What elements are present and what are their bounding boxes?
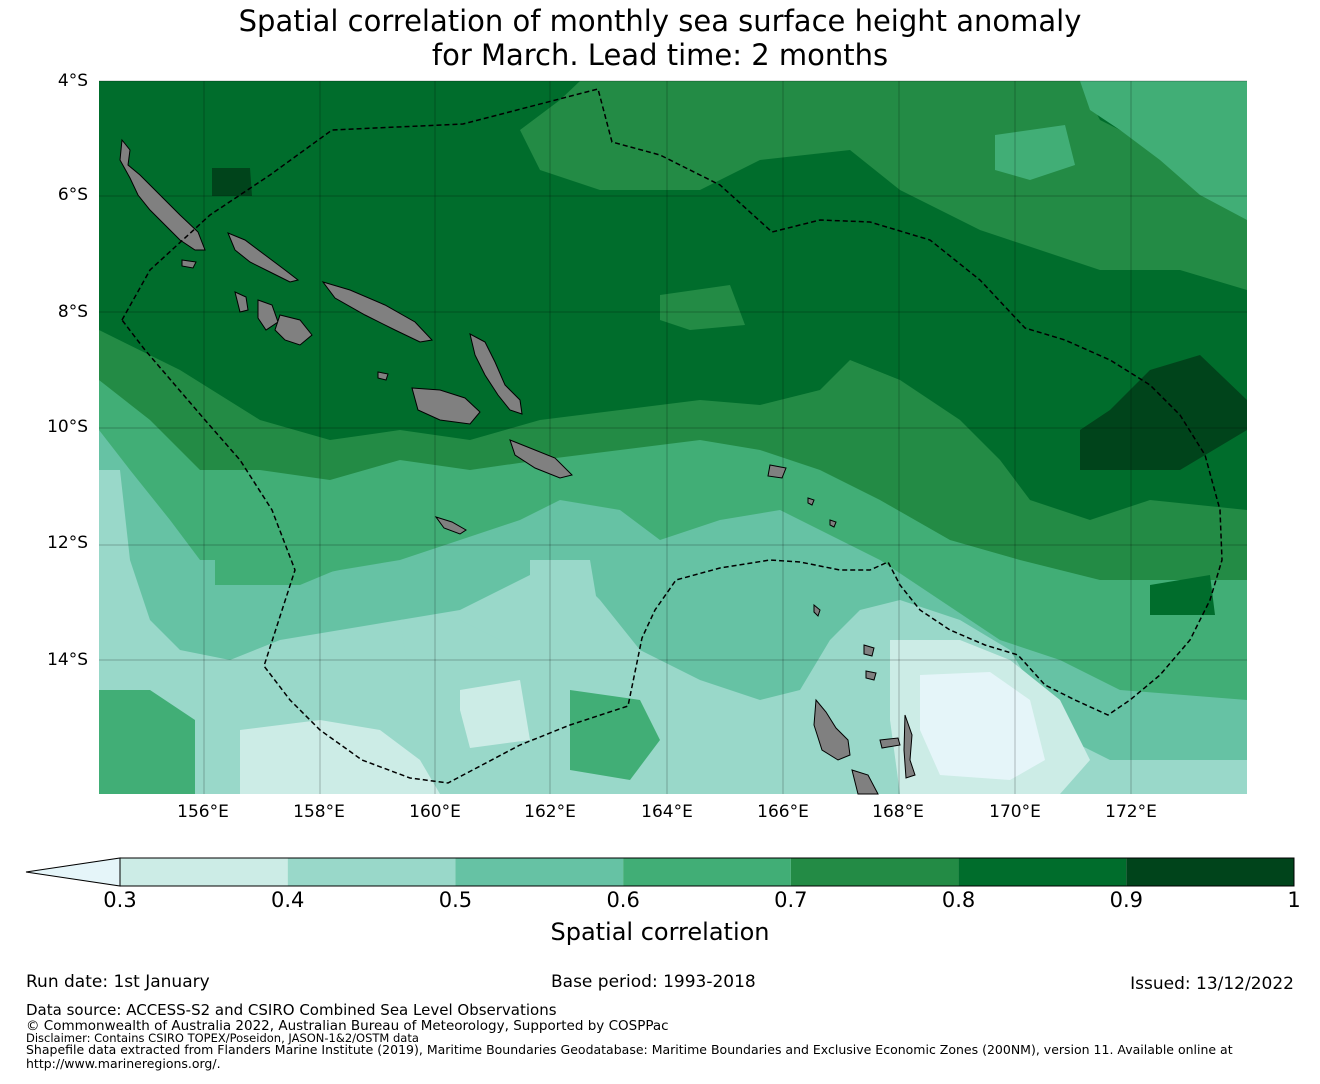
colorbar-segment	[287, 858, 456, 886]
island	[879, 737, 901, 749]
colorbar-segment	[790, 858, 959, 886]
colorbar-tick-label: 0.8	[941, 888, 976, 912]
island	[377, 371, 389, 381]
source-url: http://www.marineregions.org/.	[26, 1056, 221, 1071]
base-period: Base period: 1993-2018	[551, 972, 756, 992]
data-source: Data source: ACCESS-S2 and CSIRO Combine…	[26, 1001, 557, 1019]
island	[469, 333, 523, 415]
island	[181, 259, 197, 269]
eez-boundaries	[121, 88, 1223, 784]
lon-tick: 166°E	[757, 802, 809, 822]
lon-tick: 158°E	[293, 802, 345, 822]
field-zone	[1150, 575, 1215, 615]
title-line-2: for March. Lead time: 2 months	[431, 38, 889, 72]
lon-tick: 170°E	[989, 802, 1041, 822]
gridlines	[99, 80, 1247, 794]
island	[813, 698, 851, 761]
lat-tick: 6°S	[57, 185, 88, 205]
colorbar-segment	[623, 858, 791, 886]
island	[865, 670, 877, 681]
field-zone	[215, 500, 360, 585]
lon-tick: 162°E	[524, 802, 576, 822]
issued-date: Issued: 13/12/2022	[1130, 974, 1294, 994]
colorbar-tick-label: 0.4	[271, 888, 305, 912]
lon-tick: 156°E	[177, 802, 229, 822]
field-zone	[1080, 81, 1247, 220]
field-zone	[212, 168, 252, 196]
island	[829, 519, 837, 528]
colorbar-tick-label: 1	[1287, 888, 1301, 912]
colorbar-segment	[1126, 858, 1294, 886]
colorbar-segment	[455, 858, 624, 886]
field-zone	[460, 680, 530, 748]
colorbar-tick-label: 0.9	[1109, 888, 1143, 912]
field-zone	[240, 720, 440, 794]
colorbar-segment	[958, 858, 1127, 886]
island	[227, 232, 300, 283]
colorbar-tick-label: 0.7	[774, 888, 808, 912]
lat-tick: 10°S	[47, 417, 88, 437]
island	[274, 314, 313, 346]
field-zone	[400, 615, 520, 690]
land-masses	[119, 138, 916, 795]
colorbar-label: Spatial correlation	[550, 918, 770, 946]
disclaimer: Disclaimer: Contains CSIRO TOPEX/Poseido…	[26, 1031, 419, 1045]
lon-tick: 164°E	[641, 802, 693, 822]
lat-tick: 8°S	[57, 302, 88, 322]
island	[807, 497, 815, 506]
title-line-1: Spatial correlation of monthly sea surfa…	[238, 4, 1082, 38]
field-zone	[1080, 355, 1247, 470]
field-zone	[660, 285, 745, 330]
field-zone	[570, 690, 660, 780]
map-title: Spatial correlation of monthly sea surfa…	[0, 4, 1320, 72]
island	[257, 299, 279, 331]
colorbar-frame	[119, 857, 1295, 887]
run-date: Run date: 1st January	[26, 972, 210, 992]
island	[434, 516, 467, 535]
field-zone	[530, 560, 600, 640]
copyright: © Commonwealth of Australia 2022, Austra…	[26, 1018, 669, 1034]
island	[509, 439, 573, 479]
lat-tick: 12°S	[47, 533, 88, 553]
colorbar-tick-label: 0.5	[438, 888, 473, 912]
colorbar-tick-label: 0.3	[103, 888, 137, 912]
lat-tick: 14°S	[47, 650, 88, 670]
field-zone	[920, 672, 1045, 780]
lat-tick: 4°S	[57, 71, 88, 91]
lon-tick: 168°E	[872, 802, 924, 822]
colorbar-segment	[120, 858, 288, 886]
island	[321, 281, 434, 343]
island	[234, 291, 249, 313]
island	[813, 603, 821, 617]
island	[767, 464, 787, 479]
colorbar-tick-label: 0.6	[606, 888, 640, 912]
island	[851, 769, 879, 795]
shapefile-credit: Shapefile data extracted from Flanders M…	[26, 1042, 1233, 1057]
lon-tick: 172°E	[1105, 802, 1157, 822]
island	[903, 714, 916, 779]
island	[119, 138, 206, 251]
lon-tick: 160°E	[409, 802, 461, 822]
colorbar-under-arrow	[25, 857, 121, 887]
colorbar	[25, 857, 1295, 887]
island	[863, 644, 875, 657]
island	[411, 387, 481, 425]
field-zone	[995, 125, 1075, 180]
field-zone	[99, 690, 195, 794]
solomon-eez-boundary	[121, 88, 1223, 784]
